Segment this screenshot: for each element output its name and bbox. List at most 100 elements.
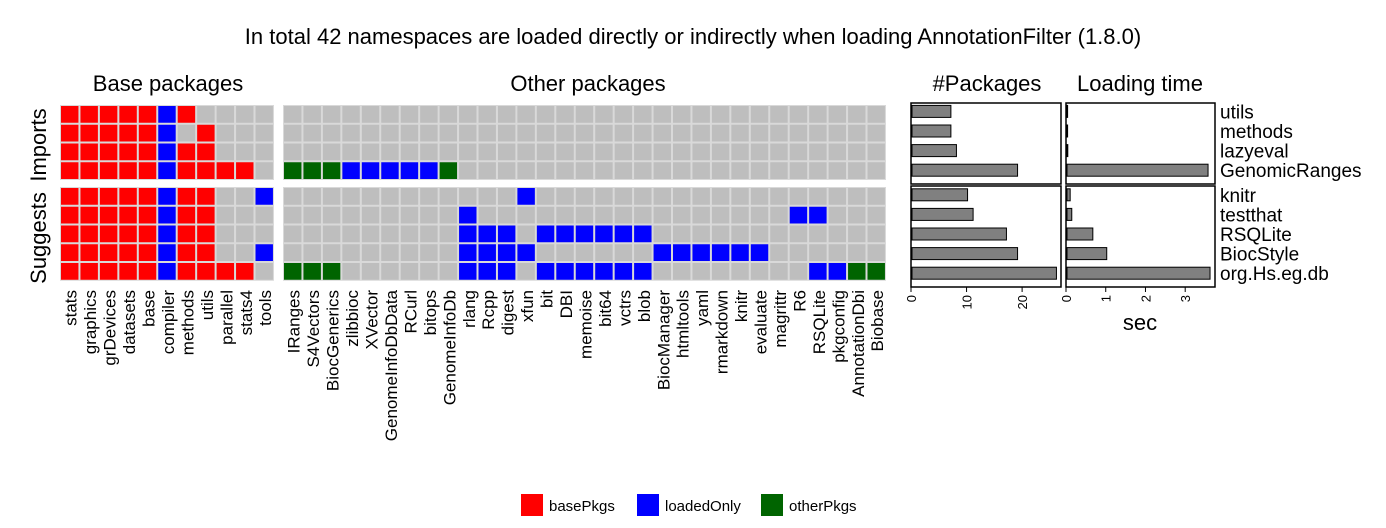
heatmap-cell-genomicranges-genomeinfodb — [439, 162, 458, 179]
heatmap-cell-knitr-evaluate — [750, 188, 769, 205]
heatmap-cell-org-hs-eg-db-pkgconfig — [828, 263, 847, 280]
heatmap-cell-rsqlite-compiler — [158, 225, 176, 243]
category-label-lazyeval: lazyeval — [1220, 142, 1289, 163]
heatmap-cell-knitr-yaml — [692, 188, 710, 205]
heatmap-cell-lazyeval-biocmanager — [653, 143, 671, 161]
heatmap-cell-org-hs-eg-db-rcpp — [478, 263, 496, 280]
heatmap-cell-knitr-zlibbioc — [342, 188, 360, 205]
heatmap-cell-knitr-bit — [536, 188, 555, 205]
heatmap-cell-lazyeval-vctrs — [614, 143, 633, 161]
heatmap-cell-rsqlite-biobase — [867, 225, 885, 243]
heatmap-cell-biocstyle-xvector — [361, 244, 380, 261]
heatmap-cell-org-hs-eg-db-knitr — [731, 263, 749, 280]
column-label-memoise: memoise — [577, 290, 596, 359]
heatmap-cell-knitr-genomeinfodbdata — [381, 188, 399, 205]
heatmap-cell-testthat-rcurl — [400, 206, 419, 224]
heatmap-cell-org-hs-eg-db-annotationdbi — [848, 263, 866, 280]
heatmap-cell-testthat-biobase — [867, 206, 885, 224]
heatmap-cell-genomicranges-stats — [61, 162, 79, 179]
heatmap-cell-knitr-base — [138, 188, 157, 205]
column-label-genomeinfodb: GenomeInfoDb — [440, 290, 459, 405]
heatmap-cell-genomicranges-iranges — [284, 162, 302, 179]
heatmap-cell-lazyeval-stats — [61, 143, 79, 161]
heatmap-cell-utils-htmltools — [673, 106, 691, 123]
heatmap-cell-rsqlite-evaluate — [750, 225, 769, 243]
heatmap-cell-knitr-grdevices — [99, 188, 118, 205]
bar-loading-time-testthat — [1066, 207, 1073, 221]
heatmap-cell-biocstyle-tools — [255, 244, 273, 261]
heatmap-cell-genomicranges-htmltools — [673, 162, 691, 179]
heatmap-cell-testthat-grdevices — [99, 206, 118, 224]
heatmap-cell-biocstyle-compiler — [158, 244, 176, 261]
column-label-rlang: rlang — [460, 290, 479, 328]
heatmap-cell-rsqlite-graphics — [80, 225, 98, 243]
heatmap-cell-knitr-digest — [497, 188, 516, 205]
legend-label-loadedonly: loadedOnly — [665, 498, 741, 515]
heatmap-cell-methods-magrittr — [770, 124, 788, 142]
heatmap-cell-lazyeval-biocgenerics — [322, 143, 341, 161]
heatmap-cell-org-hs-eg-db-stats4 — [236, 263, 254, 280]
category-label-methods: methods — [1220, 122, 1293, 143]
tick-label-packages-0: 0 — [904, 295, 919, 302]
heatmap-cell-testthat-tools — [255, 206, 273, 224]
heatmap-cell-genomicranges-vctrs — [614, 162, 633, 179]
heatmap-cell-testthat-bitops — [420, 206, 438, 224]
heatmap-cell-knitr-iranges — [284, 188, 302, 205]
heatmap-cell-org-hs-eg-db-biocgenerics — [322, 263, 341, 280]
heatmap-cell-knitr-rcpp — [478, 188, 496, 205]
heatmap-cell-org-hs-eg-db-memoise — [575, 263, 594, 280]
heatmap-cell-testthat-htmltools — [673, 206, 691, 224]
heatmap-cell-genomicranges-bitops — [420, 162, 438, 179]
category-label-knitr: knitr — [1220, 186, 1257, 207]
heatmap-cell-lazyeval-parallel — [216, 143, 235, 161]
heatmap-cell-biocstyle-knitr — [731, 244, 749, 261]
heatmap-cell-utils-parallel — [216, 106, 235, 123]
heatmap-cell-knitr-rsqlite — [809, 188, 827, 205]
heatmap-cell-testthat-r6 — [789, 206, 808, 224]
bar-loading-time-lazyeval — [1066, 144, 1069, 158]
column-label-parallel: parallel — [217, 290, 236, 345]
bar-loading-time-utils — [1066, 104, 1069, 118]
heatmap-cell-rsqlite-annotationdbi — [848, 225, 866, 243]
heatmap-cell-genomicranges-xvector — [361, 162, 380, 179]
column-label-zlibbioc: zlibbioc — [343, 290, 362, 347]
heatmap-cell-knitr-rmarkdown — [711, 188, 730, 205]
heatmap-cell-knitr-compiler — [158, 188, 176, 205]
heatmap-cell-rsqlite-tools — [255, 225, 273, 243]
heatmap-cell-lazyeval-yaml — [692, 143, 710, 161]
heatmap-cell-rsqlite-knitr — [731, 225, 749, 243]
column-label-s4vectors: S4Vectors — [304, 290, 323, 368]
heatmap-cell-testthat-biocmanager — [653, 206, 671, 224]
heatmap-cell-org-hs-eg-db-compiler — [158, 263, 176, 280]
heatmap-cell-org-hs-eg-db-genomeinfodbdata — [381, 263, 399, 280]
heatmap-cell-methods-memoise — [575, 124, 594, 142]
heatmap-cell-knitr-r6 — [789, 188, 808, 205]
heatmap-cell-utils-datasets — [119, 106, 137, 123]
heatmap-cell-testthat-blob — [634, 206, 652, 224]
heatmap-cell-biocstyle-biobase — [867, 244, 885, 261]
heatmap-cell-knitr-biobase — [867, 188, 885, 205]
heatmap-cell-rsqlite-htmltools — [673, 225, 691, 243]
heatmap-cell-genomicranges-grdevices — [99, 162, 118, 179]
heatmap-cell-utils-knitr — [731, 106, 749, 123]
heatmap-cell-lazyeval-rsqlite — [809, 143, 827, 161]
heatmap-cell-rsqlite-rcurl — [400, 225, 419, 243]
heatmap-cell-rsqlite-bitops — [420, 225, 438, 243]
heatmap-cell-knitr-genomeinfodb — [439, 188, 458, 205]
heatmap-cell-genomicranges-r6 — [789, 162, 808, 179]
heatmap-cell-org-hs-eg-db-rlang — [459, 263, 477, 280]
heatmap-cell-utils-xfun — [517, 106, 535, 123]
heatmap-cell-testthat-base — [138, 206, 157, 224]
heatmap-cell-methods-rcurl — [400, 124, 419, 142]
heatmap-cell-testthat-methods — [177, 206, 196, 224]
heatmap-cell-lazyeval-rmarkdown — [711, 143, 730, 161]
heatmap-cell-utils-zlibbioc — [342, 106, 360, 123]
heatmap-cell-rsqlite-rcpp — [478, 225, 496, 243]
heatmap-cell-biocstyle-utils — [197, 244, 215, 261]
heatmap-cell-biocstyle-base — [138, 244, 157, 261]
row-group-label-imports: Imports — [26, 108, 51, 181]
heatmap-cell-biocstyle-rmarkdown — [711, 244, 730, 261]
heatmap-cell-testthat-iranges — [284, 206, 302, 224]
column-label-r6: R6 — [790, 290, 809, 312]
